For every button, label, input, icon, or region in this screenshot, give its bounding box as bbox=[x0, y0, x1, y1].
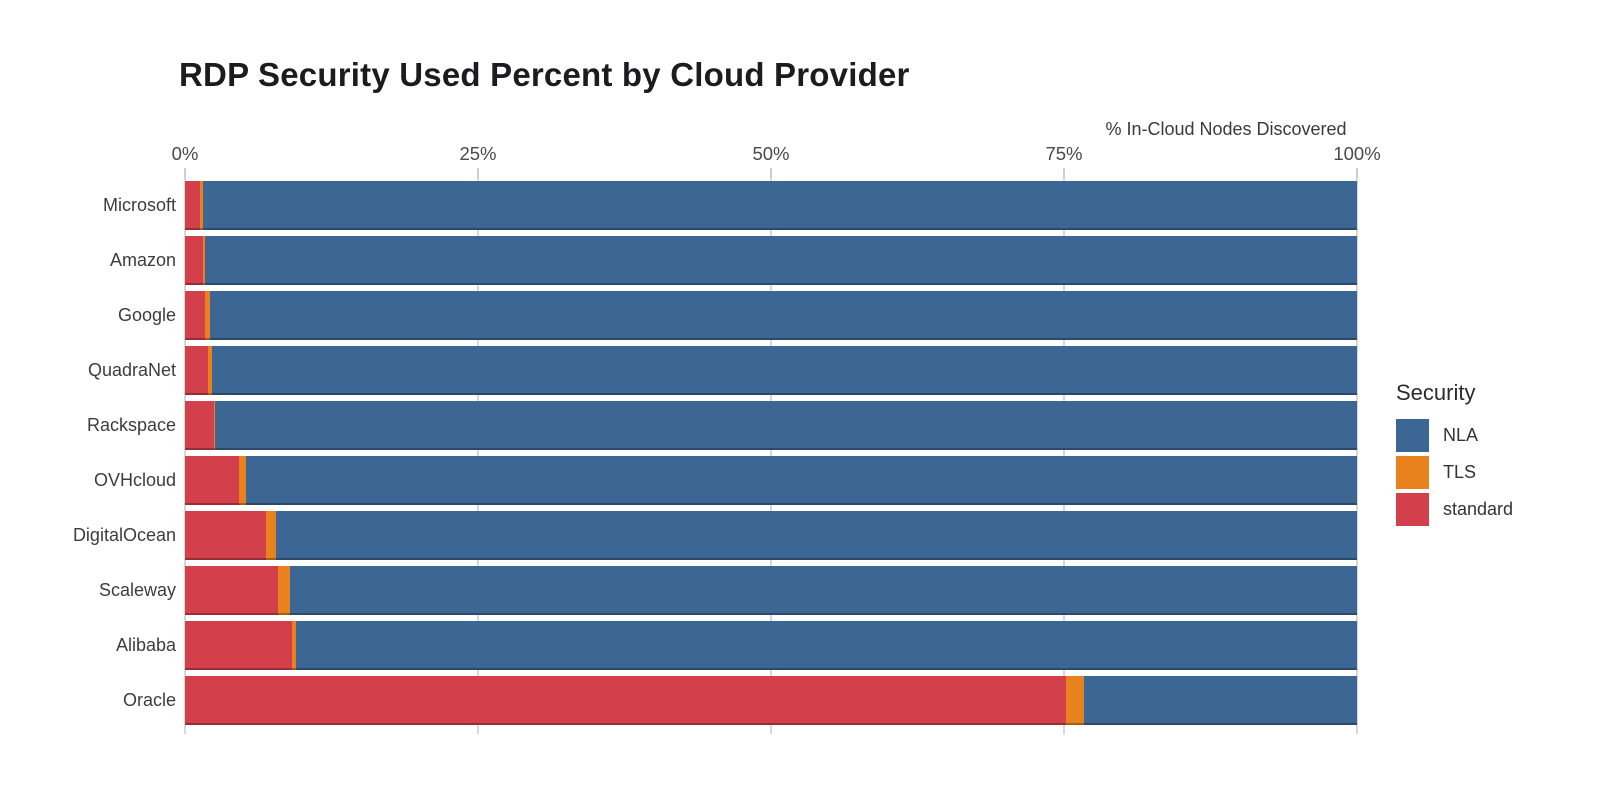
x-tick-label: 100% bbox=[1333, 143, 1381, 164]
x-tick-mark bbox=[477, 168, 479, 179]
bar-segment-nla bbox=[211, 346, 1357, 395]
legend-label: NLA bbox=[1443, 425, 1479, 445]
legend-entry: NLA bbox=[1396, 419, 1586, 452]
bar-row: Rackspace bbox=[20, 401, 1380, 450]
bar-track bbox=[185, 511, 1357, 560]
bar-segment-nla bbox=[245, 456, 1357, 505]
y-axis-label: DigitalOcean bbox=[72, 525, 176, 545]
x-tick-label: 50% bbox=[752, 143, 790, 164]
bar-segment-nla bbox=[296, 621, 1357, 670]
bar-rows: Microsoft Amazon Google QuadraNet Rackspace O… bbox=[20, 181, 1380, 725]
bar-track bbox=[185, 346, 1357, 395]
bar-track bbox=[185, 566, 1357, 615]
y-axis-label: Google bbox=[117, 305, 176, 325]
bar-segment-nla bbox=[290, 566, 1357, 615]
bar-track bbox=[185, 676, 1357, 725]
bar-track bbox=[185, 236, 1357, 285]
bar-segment-tls bbox=[277, 566, 291, 615]
bar-row: Amazon bbox=[20, 236, 1380, 285]
bar-track bbox=[185, 621, 1357, 670]
bar-segment-standard bbox=[185, 621, 292, 670]
bar-segment-standard bbox=[185, 511, 266, 560]
bar-segment-standard bbox=[185, 566, 278, 615]
x-tick-mark bbox=[1356, 168, 1358, 179]
y-axis-label: QuadraNet bbox=[87, 360, 176, 380]
legend-label: standard bbox=[1443, 499, 1514, 519]
y-axis-label: Amazon bbox=[109, 250, 176, 270]
bar-segment-tls bbox=[265, 511, 277, 560]
legend-swatch-nla bbox=[1396, 419, 1429, 452]
gridline bbox=[1356, 178, 1358, 734]
bar-segment-tls bbox=[238, 456, 246, 505]
y-axis-label: Microsoft bbox=[102, 195, 176, 215]
bar-segment-tls bbox=[214, 401, 216, 450]
legend-swatch-standard bbox=[1396, 493, 1429, 526]
bar-track bbox=[185, 291, 1357, 340]
legend-entry: standard bbox=[1396, 493, 1586, 526]
x-tick-label: 25% bbox=[459, 143, 497, 164]
bar-segment-tls bbox=[204, 291, 210, 340]
bar-segment-nla bbox=[276, 511, 1357, 560]
bar-track bbox=[185, 181, 1357, 230]
bar-segment-standard bbox=[185, 456, 239, 505]
bar-row: DigitalOcean bbox=[20, 511, 1380, 560]
bar-segment-tls bbox=[208, 346, 212, 395]
legend-entries: NLA TLS standard bbox=[1396, 419, 1586, 526]
x-tick-mark bbox=[184, 168, 186, 179]
bar-segment-tls bbox=[291, 621, 297, 670]
legend-label: TLS bbox=[1443, 462, 1477, 482]
bar-segment-nla bbox=[1083, 676, 1357, 725]
bar-track bbox=[185, 401, 1357, 450]
bar-row: Alibaba bbox=[20, 621, 1380, 670]
bar-segment-tls bbox=[200, 181, 203, 230]
y-axis-label: Rackspace bbox=[86, 415, 176, 435]
bar-row: Scaleway bbox=[20, 566, 1380, 615]
x-tick-label: 75% bbox=[1045, 143, 1083, 164]
legend-entry: TLS bbox=[1396, 456, 1586, 489]
y-axis-label: Alibaba bbox=[115, 635, 176, 655]
x-tick-label: 0% bbox=[171, 143, 199, 164]
bar-segment-nla bbox=[202, 181, 1357, 230]
bar-segment-standard bbox=[185, 181, 201, 230]
bar-segment-standard bbox=[185, 236, 203, 285]
legend-title: Security bbox=[1396, 380, 1476, 405]
x-tick-mark bbox=[1063, 168, 1065, 179]
bar-segment-tls bbox=[202, 236, 205, 285]
bar-segment-standard bbox=[185, 291, 205, 340]
x-tick-mark bbox=[770, 168, 772, 179]
bar-segment-standard bbox=[185, 676, 1067, 725]
bar-row: QuadraNet bbox=[20, 346, 1380, 395]
bar-row: Oracle bbox=[20, 676, 1380, 725]
bar-segment-nla bbox=[209, 291, 1357, 340]
bar-track bbox=[185, 456, 1357, 505]
bar-segment-standard bbox=[185, 401, 215, 450]
y-axis-label: Oracle bbox=[122, 690, 176, 710]
bar-segment-tls bbox=[1066, 676, 1084, 725]
bar-segment-nla bbox=[204, 236, 1357, 285]
legend: Security NLA TLS standard bbox=[1396, 380, 1586, 530]
bar-row: Google bbox=[20, 291, 1380, 340]
legend-swatch-tls bbox=[1396, 456, 1429, 489]
y-axis-label: OVHcloud bbox=[93, 470, 176, 490]
bar-row: OVHcloud bbox=[20, 456, 1380, 505]
plot-area: Microsoft Amazon Google QuadraNet Rackspace O… bbox=[20, 178, 1380, 734]
bar-row: Microsoft bbox=[20, 181, 1380, 230]
y-axis-label: Scaleway bbox=[98, 580, 176, 600]
bar-segment-nla bbox=[215, 401, 1357, 450]
bar-segment-standard bbox=[185, 346, 209, 395]
x-axis-label: % In-Cloud Nodes Discovered bbox=[1105, 119, 1347, 139]
chart-title: RDP Security Used Percent by Cloud Provi… bbox=[179, 56, 910, 93]
